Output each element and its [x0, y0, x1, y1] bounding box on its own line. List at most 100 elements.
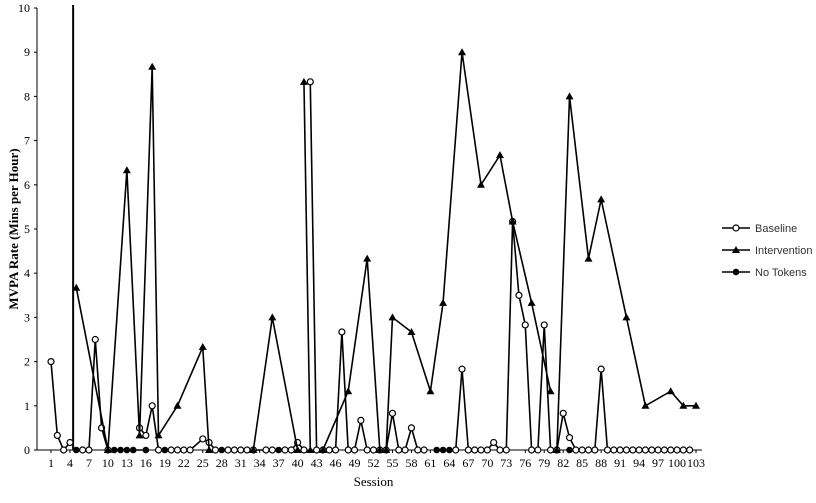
y-tick-label: 1 [24, 399, 30, 413]
baseline-point [211, 446, 220, 454]
intervention-point [508, 217, 517, 225]
intervention-point [293, 446, 302, 453]
baseline-point [673, 446, 681, 454]
x-tick-label: 97 [652, 456, 664, 470]
y-tick-label: 5 [24, 222, 30, 236]
intervention-line [75, 66, 210, 451]
x-tick-label: 67 [462, 456, 474, 470]
baseline-point [243, 446, 251, 454]
baseline-point [85, 446, 93, 454]
y-tick-label: 2 [24, 355, 30, 369]
baseline-point [407, 424, 416, 432]
baseline-point [490, 438, 498, 447]
legend-marker [732, 224, 740, 232]
no-tokens-point [439, 446, 447, 454]
baseline-point [603, 446, 612, 454]
legend-label: Baseline [755, 223, 797, 235]
y-axis-title: MVPA Rate (Mins per Hour) [6, 148, 21, 309]
y-tick-label: 6 [24, 178, 30, 192]
x-tick-label: 79 [538, 456, 550, 470]
intervention-point [597, 195, 606, 203]
intervention-point [439, 298, 448, 306]
baseline-point [452, 446, 460, 454]
baseline-point [648, 446, 656, 454]
baseline-line [454, 221, 690, 451]
intervention-point [426, 387, 435, 395]
baseline-point [572, 446, 580, 454]
no-tokens-point [72, 446, 80, 454]
y-tick-label: 3 [24, 310, 30, 324]
baseline-point [325, 446, 333, 454]
y-tick-label: 4 [24, 266, 30, 280]
baseline-point [369, 446, 378, 454]
x-tick-label: 22 [178, 456, 190, 470]
intervention-point [527, 298, 536, 306]
baseline-point [167, 446, 175, 454]
x-tick-label: 13 [121, 456, 133, 470]
baseline-point [477, 446, 485, 454]
x-tick-label: 61 [424, 456, 436, 470]
baseline-point [597, 365, 605, 373]
baseline-point [173, 446, 182, 454]
x-tick-label: 94 [633, 456, 645, 470]
intervention-point [388, 313, 397, 321]
x-tick-label: 16 [140, 456, 152, 470]
intervention-point [666, 387, 675, 395]
baseline-point [91, 335, 99, 344]
x-tick-label: 43 [311, 456, 323, 470]
x-tick-label: 25 [197, 456, 209, 470]
baseline-point [312, 446, 321, 454]
intervention-point [205, 446, 214, 453]
baseline-point [471, 446, 479, 454]
x-tick-label: 76 [519, 456, 531, 470]
y-tick-label: 10 [18, 1, 30, 15]
baseline-point [237, 446, 245, 454]
baseline-point [268, 446, 276, 454]
intervention-point [692, 401, 700, 409]
baseline-point [635, 446, 643, 454]
no-tokens-point [566, 446, 573, 454]
legend-item-intervention: Intervention [722, 245, 812, 257]
baseline-point [559, 409, 567, 417]
baseline-point [357, 416, 365, 424]
x-axis-title: Session [354, 474, 394, 489]
x-tick-label: 34 [254, 456, 266, 470]
y-tick-label: 8 [24, 89, 30, 103]
x-tick-label: 46 [330, 456, 342, 470]
baseline-point [287, 446, 295, 454]
x-tick-label: 91 [614, 456, 626, 470]
baseline-point [306, 78, 314, 86]
baseline-point [540, 321, 548, 329]
x-tick-label: 52 [368, 456, 380, 470]
x-axis-ticks: 1 4 7 10 13 16 19 22 25 28 31 34 37 40 43 46 49 52 55 58 61 6… [48, 450, 705, 470]
x-tick-label: 4 [67, 456, 73, 470]
y-axis-ticks: 0 1 2 3 4 5 6 7 8 9 10 [18, 1, 37, 457]
x-tick-label: 1 [48, 456, 54, 470]
x-tick-label: 100 [668, 456, 686, 470]
baseline-point [483, 446, 491, 454]
baseline-point [502, 446, 510, 454]
legend-item-baseline: Baseline [722, 223, 797, 235]
y-tick-label: 0 [24, 443, 30, 457]
baseline-point [300, 446, 308, 454]
legend-label: Intervention [755, 245, 812, 257]
baseline-point [414, 446, 422, 454]
baseline-point [60, 446, 68, 454]
intervention-point [135, 431, 144, 439]
x-tick-label: 85 [576, 456, 588, 470]
baseline-point [230, 446, 238, 454]
intervention-point [148, 62, 157, 70]
x-tick-label: 10 [102, 456, 114, 470]
baseline-point [420, 446, 428, 454]
x-tick-label: 82 [557, 456, 569, 470]
intervention-point [249, 446, 258, 453]
baseline-line [138, 405, 160, 451]
x-tick-label: 37 [273, 456, 285, 470]
series-layer [47, 48, 700, 454]
baseline-point [224, 446, 232, 454]
baseline-line [50, 361, 71, 452]
baseline-point [616, 446, 624, 454]
baseline-point [395, 446, 403, 454]
no-tokens-point [433, 446, 441, 454]
intervention-point [622, 313, 631, 321]
